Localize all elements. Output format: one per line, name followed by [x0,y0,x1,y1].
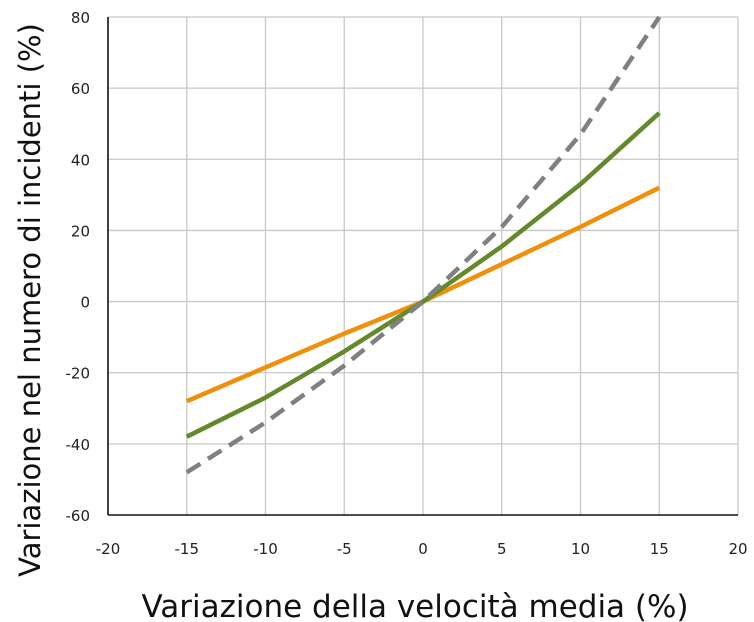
x-tick-label: 0 [418,540,428,558]
y-tick-label: 20 [71,222,90,240]
y-tick-labels: -60 -40 -20 0 20 40 60 80 [66,9,91,525]
series-line-2 [185,111,661,439]
y-tick-label: 40 [71,151,90,169]
axes [107,17,738,516]
x-tick-labels: -20 -15 -10 -5 0 5 10 15 20 [96,540,748,558]
x-tick-label: -5 [337,540,352,558]
y-tick-label: -40 [66,436,91,454]
y-tick-label: 60 [71,80,90,98]
x-tick-label: -15 [175,540,200,558]
y-tick-label: -60 [66,507,91,525]
y-tick-label: -20 [66,365,91,383]
y-axis-label: Variazione nel numero di incidenti (%) [13,23,47,577]
series-lines [185,15,662,475]
x-tick-label: 20 [728,540,747,558]
x-tick-label: -20 [96,540,121,558]
grid [108,16,739,515]
x-tick-label: 10 [571,540,590,558]
y-tick-label: 0 [80,294,90,312]
x-axis-label: Variazione della velocità media (%) [141,589,688,622]
x-tick-label: -10 [253,540,278,558]
y-tick-label: 80 [71,9,90,27]
x-tick-label: 5 [497,540,507,558]
x-tick-label: 15 [650,540,669,558]
